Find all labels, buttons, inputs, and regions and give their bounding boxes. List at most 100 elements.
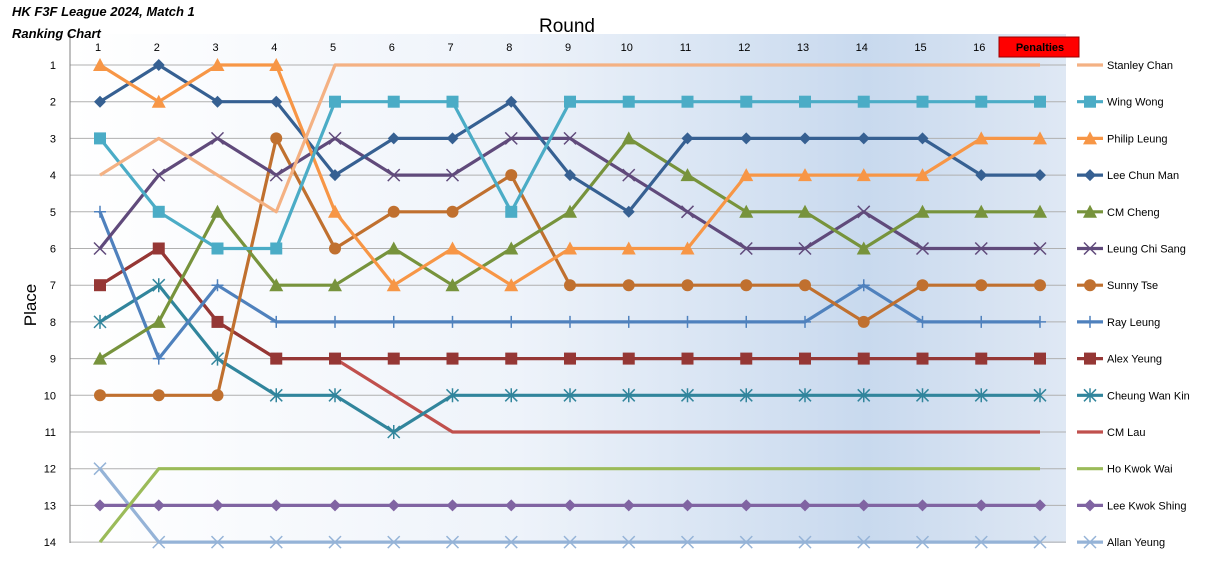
- data-point: [329, 169, 341, 182]
- legend-item: Lee Chun Man: [1077, 169, 1179, 182]
- data-point: [1034, 279, 1046, 292]
- data-point: [152, 205, 165, 218]
- data-point: [1083, 131, 1097, 145]
- data-point: [445, 388, 460, 403]
- data-point: [446, 205, 459, 218]
- data-point: [270, 95, 283, 108]
- data-point: [857, 499, 870, 512]
- data-point: [680, 241, 695, 255]
- legend-item: Sunny Tse: [1077, 279, 1158, 292]
- data-point: [1033, 204, 1047, 218]
- series-ray-leung: [94, 205, 1046, 365]
- data-point: [210, 535, 225, 549]
- data-point: [564, 95, 576, 108]
- data-point: [916, 95, 929, 108]
- data-point: [799, 499, 811, 512]
- data-point: [269, 535, 283, 549]
- data-point: [152, 242, 165, 255]
- series-alex-yeung: [94, 242, 1046, 365]
- data-point: [916, 499, 929, 512]
- data-point: [974, 131, 989, 145]
- legend-item: CM Cheng: [1077, 204, 1160, 219]
- data-point: [329, 242, 341, 255]
- data-point: [269, 388, 283, 403]
- data-point: [564, 169, 576, 182]
- data-point: [93, 351, 107, 365]
- data-point: [505, 169, 518, 182]
- data-point: [621, 241, 636, 255]
- series-lee-kwok-shing: [94, 499, 1046, 512]
- data-point: [1084, 315, 1096, 328]
- data-point: [563, 241, 577, 255]
- data-point: [915, 204, 930, 218]
- penalties-highlight: [998, 36, 1080, 58]
- data-point: [1083, 388, 1097, 403]
- data-point: [681, 132, 694, 145]
- data-point: [857, 535, 871, 549]
- data-point: [93, 314, 107, 329]
- data-point: [799, 132, 811, 145]
- y-tick-label: 6: [50, 244, 56, 256]
- series-cm-cheng: [93, 131, 1047, 365]
- data-point: [975, 169, 988, 182]
- data-point: [622, 279, 635, 292]
- data-point: [94, 389, 106, 402]
- x-tick-label: 11: [680, 42, 691, 54]
- legend-item: Ho Kwok Wai: [1077, 464, 1173, 476]
- data-point: [211, 279, 224, 292]
- data-point: [1033, 535, 1047, 549]
- data-point: [151, 94, 166, 108]
- data-point: [681, 279, 694, 292]
- legend-label: Philip Leung: [1107, 133, 1168, 145]
- data-point: [329, 499, 341, 512]
- y-tick-label: 4: [50, 170, 56, 182]
- x-tick-label: 13: [797, 42, 809, 54]
- data-point: [680, 388, 695, 403]
- data-point: [387, 352, 400, 365]
- data-point: [799, 352, 811, 365]
- data-point: [975, 279, 988, 292]
- data-point: [211, 499, 224, 512]
- data-point: [564, 279, 576, 292]
- data-point: [622, 205, 635, 218]
- data-point: [857, 95, 870, 108]
- data-point: [563, 131, 577, 145]
- legend-item: CM Lau: [1077, 427, 1146, 439]
- data-point: [504, 131, 518, 145]
- y-tick-label: 8: [50, 317, 56, 329]
- data-point: [975, 95, 988, 108]
- data-point: [975, 499, 988, 512]
- x-tick-label: 10: [621, 42, 633, 54]
- data-point: [505, 352, 518, 365]
- series-lines: [93, 58, 1047, 549]
- data-point: [329, 315, 341, 328]
- legend-label: Stanley Chan: [1107, 60, 1173, 72]
- data-point: [210, 351, 225, 366]
- data-point: [269, 168, 283, 182]
- data-point: [94, 95, 106, 108]
- data-point: [857, 388, 871, 403]
- data-point: [1034, 499, 1046, 512]
- series-stanley-chan: [99, 63, 1040, 214]
- data-point: [975, 315, 988, 328]
- data-point: [387, 425, 401, 439]
- legend-item: Ray Leung: [1077, 315, 1160, 329]
- data-point: [328, 535, 342, 549]
- x-axis-title: Round: [539, 16, 595, 37]
- data-point: [857, 352, 870, 365]
- data-point: [387, 205, 400, 218]
- data-point: [915, 168, 930, 182]
- legend-label: Alex Yeung: [1107, 354, 1162, 366]
- data-point: [680, 205, 695, 219]
- data-point: [505, 95, 518, 108]
- chart-subtitle: Ranking Chart: [12, 26, 102, 41]
- data-point: [1034, 352, 1046, 365]
- data-point: [210, 131, 225, 145]
- data-point: [446, 499, 459, 512]
- x-tick-label: 8: [506, 42, 512, 54]
- data-point: [1084, 352, 1096, 365]
- data-point: [622, 388, 636, 403]
